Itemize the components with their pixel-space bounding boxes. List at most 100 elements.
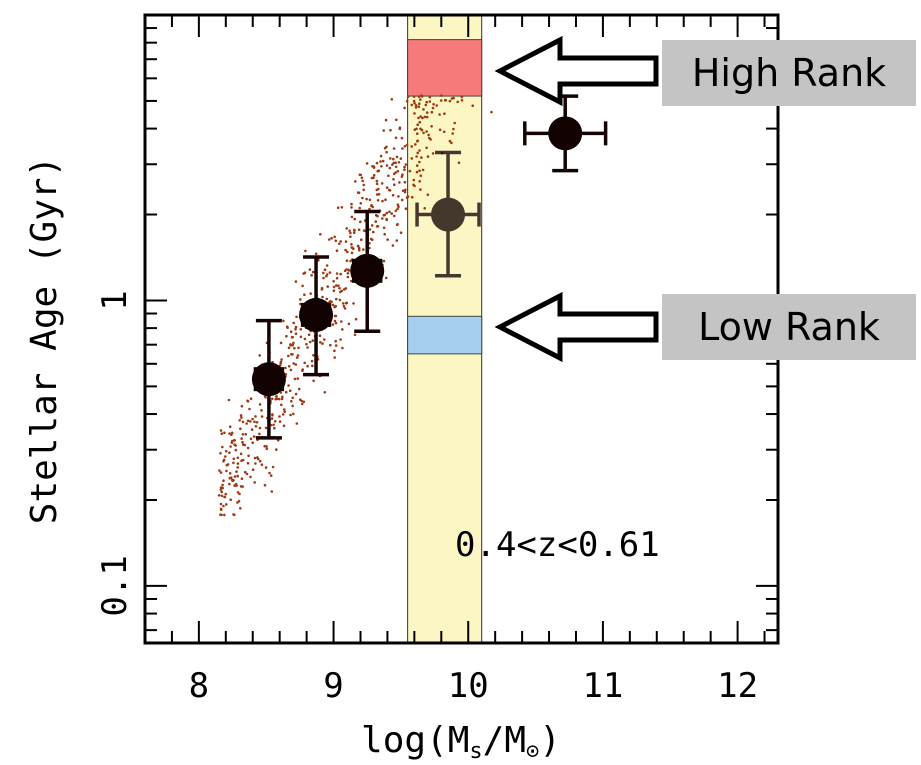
scatter-point: [335, 249, 339, 252]
scatter-point: [432, 103, 435, 106]
scatter-point: [300, 402, 304, 406]
scatter-point: [397, 161, 401, 164]
rank-box-high: [407, 39, 483, 97]
scatter-point: [358, 206, 362, 210]
scatter-point: [416, 123, 420, 126]
scatter-point: [333, 356, 337, 359]
scatter-point: [401, 189, 405, 192]
scatter-point: [383, 213, 387, 217]
scatter-point: [294, 325, 298, 329]
scatter-point: [413, 112, 416, 115]
scatter-point: [273, 426, 276, 430]
scatter-point: [222, 479, 225, 483]
scatter-point: [345, 259, 349, 263]
scatter-point: [354, 180, 357, 183]
scatter-point: [392, 147, 396, 150]
scatter-point: [350, 251, 354, 255]
scatter-point: [250, 428, 254, 431]
scatter-point: [292, 412, 295, 416]
scatter-point: [240, 416, 243, 419]
binned-marker: [431, 197, 466, 232]
scatter-point: [322, 271, 325, 275]
x-axis-label-mid: /M: [483, 720, 526, 761]
scatter-point: [353, 333, 357, 337]
scatter-point: [415, 164, 419, 167]
scatter-point: [253, 481, 256, 484]
scatter-point: [450, 141, 453, 145]
scatter-point: [428, 100, 432, 103]
scatter-point: [302, 400, 306, 404]
scatter-point: [234, 448, 238, 452]
scatter-point: [381, 217, 384, 220]
scatter-point: [228, 432, 231, 435]
scatter-point: [438, 128, 442, 132]
scatter-point: [294, 280, 298, 283]
scatter-point: [325, 274, 328, 278]
scatter-point: [335, 284, 338, 287]
scatter-point: [403, 106, 406, 110]
scatter-point: [390, 212, 394, 215]
scatter-point: [418, 160, 421, 164]
scatter-point: [258, 459, 262, 463]
scatter-point: [352, 231, 356, 234]
scatter-point: [339, 272, 343, 276]
scatter-point: [301, 369, 304, 373]
scatter-point: [384, 198, 387, 201]
scatter-point: [376, 225, 380, 228]
scatter-point: [365, 162, 369, 165]
low-rank-arrow-icon: [494, 291, 659, 363]
scatter-point: [253, 456, 257, 460]
scatter-point: [390, 98, 394, 101]
scatter-point: [356, 244, 360, 248]
scatter-point: [299, 328, 303, 331]
scatter-point: [290, 335, 294, 339]
scatter-point: [400, 198, 404, 202]
scatter-point: [452, 96, 455, 100]
scatter-point: [391, 244, 395, 247]
scatter-point: [235, 470, 238, 473]
scatter-point: [422, 131, 425, 135]
scatter-point: [339, 290, 342, 294]
scatter-point: [333, 319, 337, 323]
scatter-point: [354, 317, 358, 321]
scatter-point: [331, 323, 335, 326]
scatter-point: [414, 104, 418, 107]
scatter-point: [270, 417, 274, 420]
scatter-point: [299, 398, 302, 402]
scatter-point: [382, 129, 386, 132]
scatter-point: [236, 456, 240, 460]
scatter-point: [377, 187, 380, 191]
scatter-point: [416, 151, 420, 155]
scatter-point: [406, 95, 410, 98]
scatter-point: [344, 240, 348, 243]
scatter-point: [438, 113, 441, 116]
scatter-point: [289, 413, 292, 417]
scatter-point: [284, 366, 287, 370]
scatter-point: [225, 503, 228, 506]
x-axis-label-sub-s: s: [469, 739, 482, 764]
scatter-point: [343, 288, 346, 291]
scatter-point: [241, 433, 245, 436]
scatter-point: [291, 404, 294, 408]
low-rank-label: Low Rank: [698, 305, 880, 349]
scatter-point: [350, 206, 353, 209]
scatter-point: [292, 341, 295, 345]
scatter-point: [349, 231, 352, 235]
scatter-point: [222, 504, 225, 508]
scatter-point: [361, 179, 365, 183]
scatter-point: [430, 125, 433, 128]
scatter-point: [260, 463, 264, 467]
scatter-point: [410, 103, 414, 107]
scatter-point: [295, 315, 298, 319]
scatter-point: [224, 455, 227, 458]
scatter-point: [403, 180, 407, 184]
scatter-point: [414, 143, 417, 146]
scatter-point: [283, 410, 287, 414]
scatter-point: [219, 502, 223, 506]
binned-markers-layer: [251, 94, 608, 440]
scatter-point: [359, 173, 363, 177]
scatter-point: [418, 180, 422, 183]
scatter-point: [292, 321, 296, 325]
scatter-point: [278, 420, 282, 423]
